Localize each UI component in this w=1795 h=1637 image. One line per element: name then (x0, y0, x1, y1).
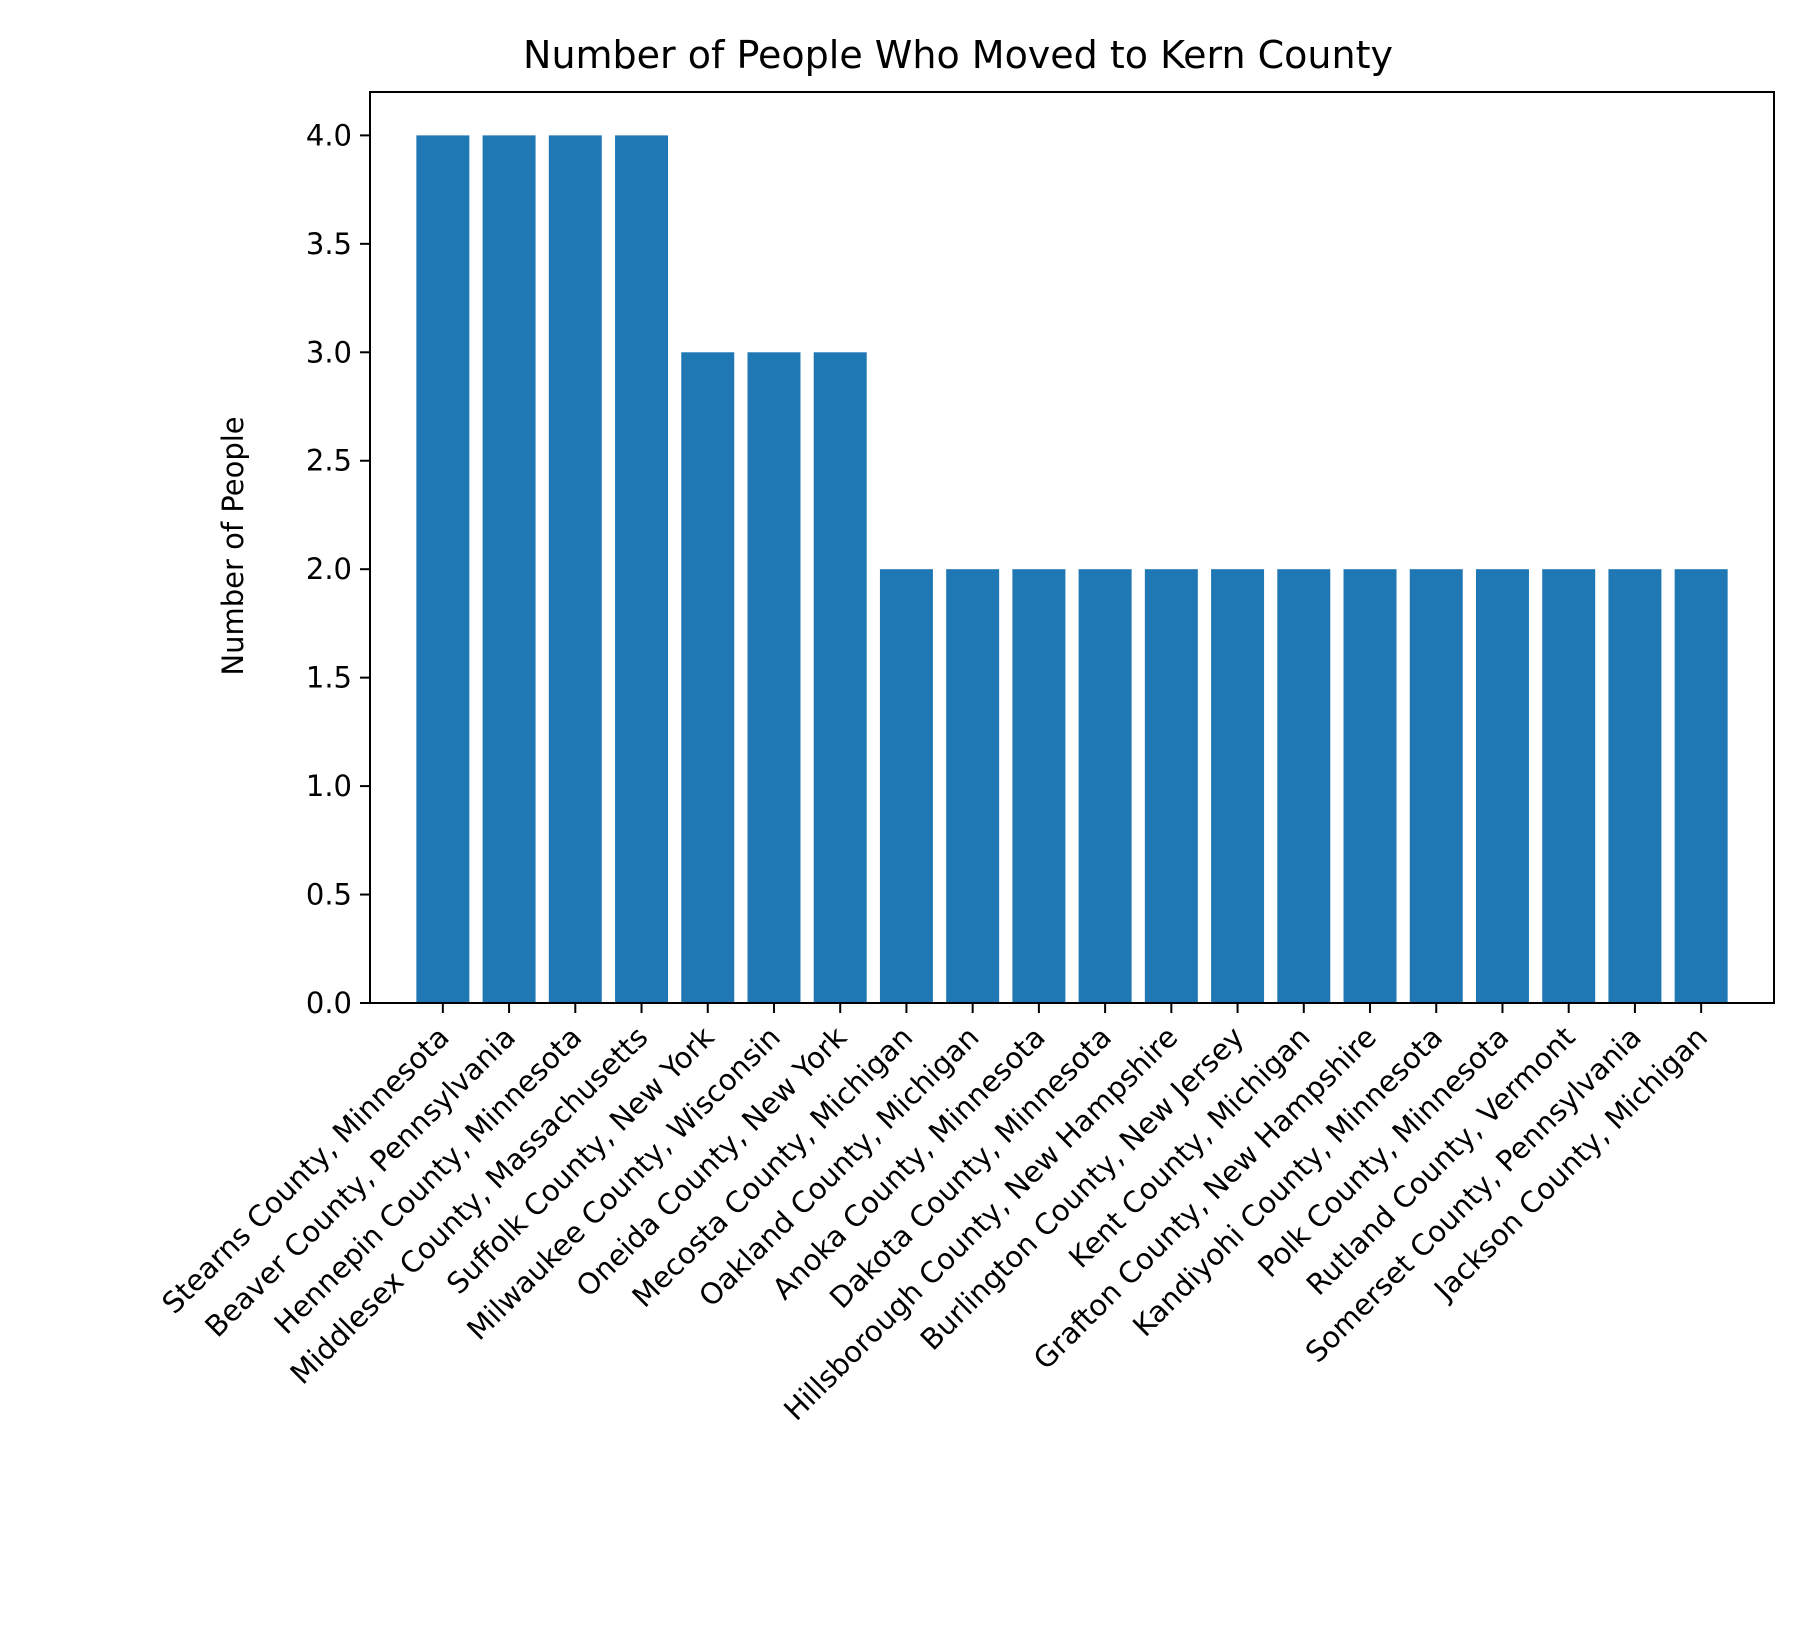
y-tick-label: 2.5 (306, 444, 352, 478)
bar (747, 352, 801, 1003)
bar (615, 135, 669, 1003)
bar (1674, 569, 1728, 1003)
y-axis-label: Number of People (216, 416, 250, 675)
y-tick-label: 1.0 (306, 769, 352, 803)
bar (879, 569, 933, 1003)
bar (1211, 569, 1265, 1003)
bar (1078, 569, 1132, 1003)
bar (1409, 569, 1463, 1003)
y-tick-label: 4.0 (306, 118, 352, 152)
bar (813, 352, 867, 1003)
bar (1277, 569, 1331, 1003)
y-tick-label: 0.0 (306, 986, 352, 1020)
bars-group (416, 135, 1728, 1003)
bar (1475, 569, 1529, 1003)
bar (1542, 569, 1596, 1003)
bar (1343, 569, 1397, 1003)
bar (548, 135, 602, 1003)
chart-title: Number of People Who Moved to Kern Count… (523, 33, 1393, 77)
bar (1144, 569, 1198, 1003)
plot-frame (369, 91, 1775, 1004)
y-tick-label: 1.5 (306, 661, 352, 695)
y-tick-label: 3.5 (306, 227, 352, 261)
bar (416, 135, 470, 1003)
bar (1608, 569, 1662, 1003)
y-tick-label: 2.0 (306, 552, 352, 586)
bar (946, 569, 1000, 1003)
y-tick-label: 3.0 (306, 335, 352, 369)
bar (681, 352, 735, 1003)
bar (482, 135, 536, 1003)
y-axis-ticks: 0.0 0.5 1.0 1.5 2.0 2.5 3.0 3.5 4.0 (306, 118, 370, 1020)
y-tick-label: 0.5 (306, 878, 352, 912)
bar (1012, 569, 1066, 1003)
